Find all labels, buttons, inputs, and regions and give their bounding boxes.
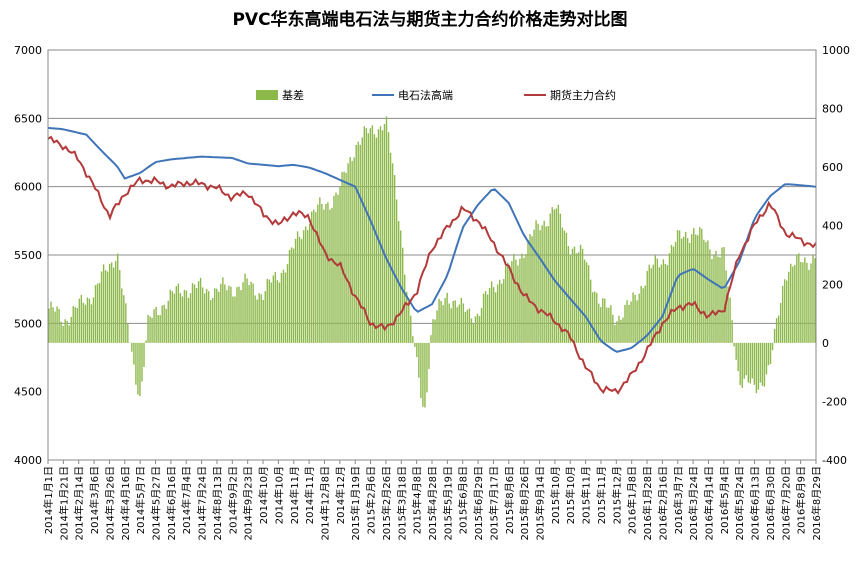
x-tick-label: 2015年11月 (595, 466, 608, 524)
y-left-tick-5000: 5000 (14, 317, 42, 330)
axes: 4000 4500 5000 5500 6000 6500 7000 -400 -200 0 200… (14, 44, 850, 467)
x-tick-label: 2016年3月7日 (672, 466, 685, 534)
x-tick-label: 2014年12月 (334, 466, 347, 524)
x-tick-labels: 2014年1月1日 2014年1月21日 2014年2月14日 2014年3月6日 20… (42, 460, 823, 541)
x-tick-label: 2016年6月13日 (749, 466, 762, 541)
x-tick-label: 2015年4月8日 (411, 466, 424, 534)
x-tick-label: 2014年7月4日 (180, 466, 193, 534)
x-tick-label: 2014年5月27日 (150, 466, 163, 541)
x-tick-label: 2016年5月4日 (718, 466, 731, 534)
x-tick-label: 2015年6月8日 (457, 466, 470, 534)
x-tick-label: 2016年2月16日 (656, 466, 669, 541)
x-tick-label: 2015年5月19日 (441, 466, 454, 541)
y-right-tick--200: -200 (822, 395, 847, 408)
x-tick-label: 2016年8月29日 (810, 466, 823, 541)
x-tick-label: 2014年12月8日 (318, 466, 331, 541)
electric-high-line (47, 126, 817, 353)
x-tick-label: 2014年9月23日 (242, 466, 255, 541)
x-tick-label: 2014年11月 (288, 466, 301, 524)
x-tick-label: 2016年1月28日 (641, 466, 654, 541)
x-tick-label: 2015年12月 (610, 466, 623, 524)
legend-electric-high-label: 电石法高端 (398, 88, 453, 102)
y-right-tick-0: 0 (822, 337, 829, 350)
x-tick-label: 2014年2月14日 (73, 466, 86, 541)
y-left-tick-4000: 4000 (14, 454, 42, 467)
x-tick-label: 2014年11月 (303, 466, 316, 524)
legend-basis-swatch (256, 90, 278, 100)
x-tick-label: 2015年8月26日 (518, 466, 531, 541)
x-tick-label: 2016年7月20日 (779, 466, 792, 541)
y-left-tick-7000: 7000 (14, 44, 42, 57)
price-lines (47, 126, 817, 395)
legend-futures: 期货主力合约 (524, 88, 616, 102)
x-tick-label: 2015年7月17日 (487, 466, 500, 541)
x-tick-label: 2015年2月26日 (380, 466, 393, 541)
x-tick-label: 2015年10月 (564, 466, 577, 524)
x-tick-label: 2016年8月9日 (795, 466, 808, 534)
x-tick-label: 2014年8月13日 (211, 466, 224, 541)
x-tick-label: 2014年1月21日 (57, 466, 70, 541)
x-tick-label: 2016年1月8日 (626, 466, 639, 534)
legend-futures-label: 期货主力合约 (550, 88, 616, 102)
y-left-tick-4500: 4500 (14, 386, 42, 399)
x-tick-label: 2014年5月7日 (134, 466, 147, 534)
y-right-tick-800: 800 (822, 103, 843, 116)
x-tick-label: 2015年11月 (580, 466, 593, 524)
y-right-tick-200: 200 (822, 278, 843, 291)
y-right-tick-1000: 1000 (822, 44, 850, 57)
legend-basis-label: 基差 (282, 88, 304, 102)
y-left-tick-6500: 6500 (14, 112, 42, 125)
futures-line (47, 135, 817, 395)
legend-basis: 基差 (256, 88, 304, 102)
x-tick-label: 2015年2月6日 (365, 466, 378, 534)
x-tick-label: 2014年10月 (272, 466, 285, 524)
x-tick-label: 2015年3月18日 (395, 466, 408, 541)
x-tick-label: 2015年6月29日 (472, 466, 485, 541)
x-tick-label: 2015年9月14日 (534, 466, 547, 541)
x-tick-label: 2015年4月28日 (426, 466, 439, 541)
x-tick-label: 2014年7月24日 (196, 466, 209, 541)
y-left-tick-6000: 6000 (14, 181, 42, 194)
x-tick-label: 2014年1月1日 (42, 466, 55, 534)
x-tick-label: 2016年4月14日 (702, 466, 715, 541)
chart-title: PVC华东高端电石法与期货主力合约价格走势对比图 (232, 9, 627, 30)
y-left-tick-5500: 5500 (14, 249, 42, 262)
x-tick-label: 2014年6月16日 (165, 466, 178, 541)
legend-electric-high: 电石法高端 (372, 88, 453, 102)
y-right-tick-400: 400 (822, 220, 843, 233)
x-tick-label: 2014年10月 (257, 466, 270, 524)
x-tick-label: 2014年3月26日 (103, 466, 116, 541)
x-tick-label: 2015年8月6日 (503, 466, 516, 534)
x-tick-label: 2014年9月2日 (226, 466, 239, 534)
x-tick-label: 2015年1月19日 (349, 466, 362, 541)
x-tick-label: 2014年3月6日 (88, 466, 101, 534)
x-tick-label: 2016年3月24日 (687, 466, 700, 541)
x-tick-label: 2015年10月 (549, 466, 562, 524)
y-right-tick-600: 600 (822, 161, 843, 174)
x-tick-label: 2016年5月24日 (733, 466, 746, 541)
grid (48, 117, 816, 324)
x-tick-label: 2014年4月16日 (119, 466, 132, 541)
y-right-tick--400: -400 (822, 454, 847, 467)
x-tick-label: 2016年6月30日 (764, 466, 777, 541)
legend: 基差 电石法高端 期货主力合约 (256, 88, 616, 102)
